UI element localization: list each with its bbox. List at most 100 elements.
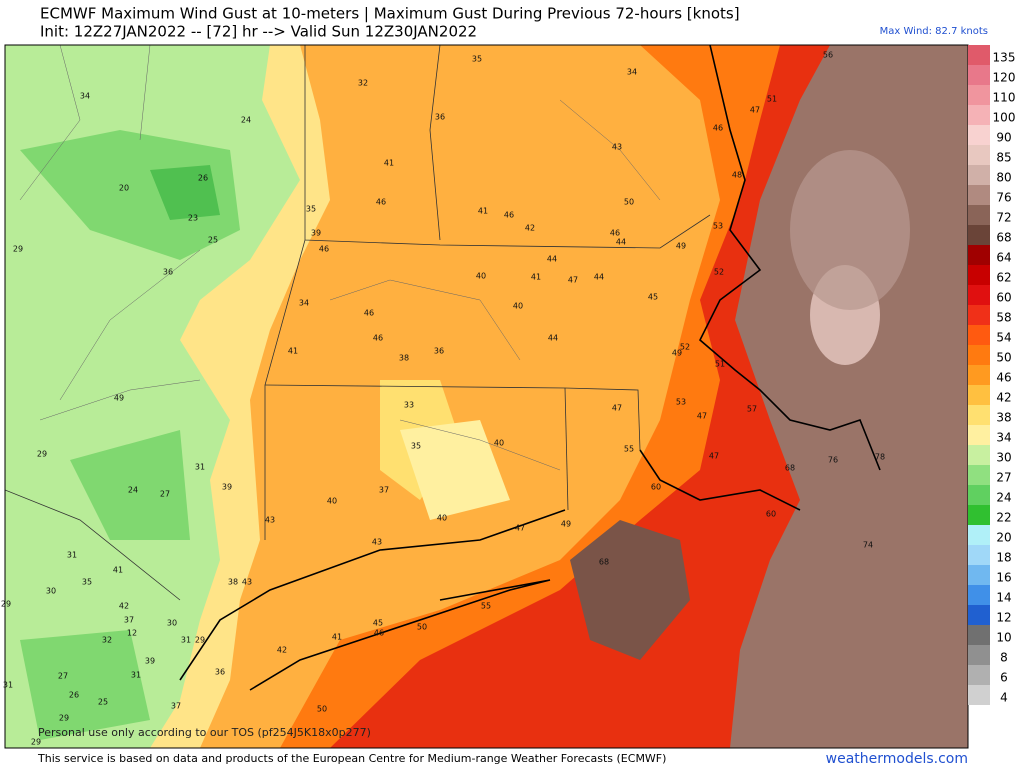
station-value: 53 [713, 222, 723, 231]
station-value: 32 [358, 79, 368, 88]
colorbar-swatch [968, 305, 990, 325]
station-value: 30 [167, 619, 177, 628]
colorbar-label: 4 [1000, 691, 1008, 705]
colorbar-label: 20 [996, 531, 1011, 545]
colorbar-swatch [968, 385, 990, 405]
station-value: 24 [241, 116, 251, 125]
station-value: 29 [37, 450, 47, 459]
station-value: 46 [610, 229, 620, 238]
colorbar-label: 60 [996, 291, 1011, 305]
colorbar-swatch [968, 605, 990, 625]
station-value: 50 [624, 198, 634, 207]
station-value: 43 [372, 538, 382, 547]
station-value: 39 [222, 483, 232, 492]
colorbar-label: 76 [996, 191, 1011, 205]
station-value: 68 [785, 464, 795, 473]
station-value: 29 [31, 738, 41, 747]
station-value: 31 [195, 463, 205, 472]
colorbar-label: 10 [996, 631, 1011, 645]
subtitle: Init: 12Z27JAN2022 -- [72] hr --> Valid … [40, 23, 477, 41]
station-value: 34 [80, 92, 90, 101]
station-value: 55 [481, 602, 491, 611]
station-value: 43 [242, 578, 252, 587]
colorbar-swatch [968, 265, 990, 285]
colorbar-label: 22 [996, 511, 1011, 525]
station-value: 46 [373, 334, 383, 343]
station-value: 49 [672, 349, 682, 358]
station-value: 26 [69, 691, 79, 700]
colorbar-swatch [968, 185, 990, 205]
colorbar-swatch [968, 285, 990, 305]
station-value: 52 [680, 343, 690, 352]
station-value: 39 [145, 657, 155, 666]
station-value: 35 [411, 442, 421, 451]
colorbar-swatch [968, 445, 990, 465]
colorbar-swatch [968, 365, 990, 385]
max-wind: Max Wind: 82.7 knots [880, 26, 988, 37]
station-value: 47 [709, 452, 719, 461]
colorbar-label: 50 [996, 351, 1011, 365]
colorbar-label: 72 [996, 211, 1011, 225]
colorbar-label: 14 [996, 591, 1011, 605]
station-value: 76 [828, 456, 838, 465]
station-value: 20 [119, 184, 129, 193]
station-value: 31 [3, 681, 13, 690]
colorbar-swatch [968, 85, 990, 105]
station-value: 53 [676, 398, 686, 407]
station-value: 47 [750, 106, 760, 115]
station-value: 49 [114, 394, 124, 403]
colorbar-swatch [968, 465, 990, 485]
station-value: 46 [319, 245, 329, 254]
colorbar-label: 85 [996, 151, 1011, 165]
station-value: 40 [494, 439, 504, 448]
colorbar-label: 80 [996, 171, 1011, 185]
station-value: 41 [384, 159, 394, 168]
station-value: 46 [364, 309, 374, 318]
colorbar-label: 100 [993, 111, 1016, 125]
station-value: 47 [568, 276, 578, 285]
colorbar-swatch [968, 585, 990, 605]
colorbar-swatch [968, 425, 990, 445]
station-value: 40 [327, 497, 337, 506]
station-value: 46 [376, 198, 386, 207]
colorbar-label: 27 [996, 471, 1011, 485]
station-value: 36 [435, 113, 445, 122]
colorbar-label: 6 [1000, 671, 1008, 685]
colorbar-label: 34 [996, 431, 1011, 445]
colorbar-label: 46 [996, 371, 1011, 385]
colorbar-swatch [968, 685, 990, 705]
colorbar-swatch [968, 225, 990, 245]
station-value: 32 [102, 636, 112, 645]
colorbar-swatch [968, 525, 990, 545]
colorbar-swatch [968, 545, 990, 565]
station-value: 27 [58, 672, 68, 681]
station-value: 49 [676, 242, 686, 251]
map-note: Personal use only according to our TOS (… [38, 726, 371, 739]
station-value: 44 [548, 334, 558, 343]
station-value: 35 [472, 55, 482, 64]
colorbar-label: 12 [996, 611, 1011, 625]
colorbar-swatch [968, 405, 990, 425]
station-value: 47 [612, 404, 622, 413]
station-value: 38 [228, 578, 238, 587]
map [5, 45, 968, 748]
station-value: 45 [648, 293, 658, 302]
station-value: 33 [404, 401, 414, 410]
station-value: 41 [478, 207, 488, 216]
station-value: 38 [399, 354, 409, 363]
colorbar-swatch [968, 165, 990, 185]
colorbar-swatch [968, 325, 990, 345]
station-value: 39 [311, 229, 321, 238]
station-value: 40 [437, 514, 447, 523]
station-value: 30 [46, 587, 56, 596]
station-value: 57 [747, 405, 757, 414]
station-value: 49 [561, 520, 571, 529]
colorbar-label: 64 [996, 251, 1011, 265]
footer-site[interactable]: weathermodels.com [826, 751, 968, 767]
station-value: 78 [875, 453, 885, 462]
colorbar-swatch [968, 485, 990, 505]
station-value: 60 [651, 483, 661, 492]
station-value: 47 [515, 524, 525, 533]
station-value: 29 [195, 636, 205, 645]
